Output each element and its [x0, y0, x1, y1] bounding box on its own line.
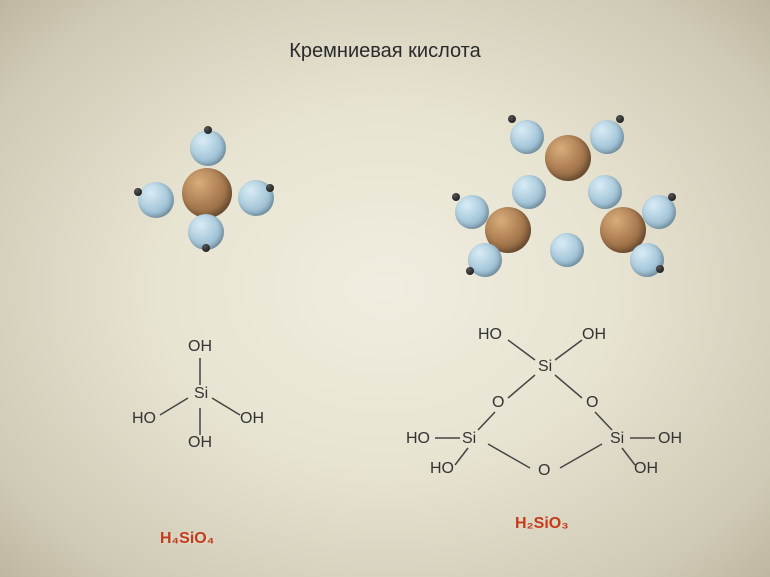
oh-bottom: OH	[188, 434, 212, 452]
model-h2sio3	[450, 115, 690, 315]
si-bl: Si	[462, 430, 476, 448]
structural-h2sio3: HO OH Si O O HO Si Si OH HO O OH	[400, 320, 700, 500]
ho-left: HO	[132, 410, 156, 428]
ho-bl2: HO	[430, 460, 454, 478]
oh-top: OH	[188, 338, 212, 356]
model-h4sio4	[120, 130, 300, 290]
ho-bl: HO	[406, 430, 430, 448]
o-bottom: O	[538, 462, 550, 480]
oh-right: OH	[240, 410, 264, 428]
formula-h2sio3: H₂SiO₃	[515, 515, 569, 533]
si-br: Si	[610, 430, 624, 448]
slide-title: Кремниевая кислота	[289, 40, 480, 63]
structural-h4sio4: OH Si HO OH OH	[110, 330, 290, 480]
oh-br: OH	[658, 430, 682, 448]
si-center: Si	[194, 385, 208, 403]
o-left: O	[492, 394, 504, 412]
oh-tr: OH	[582, 326, 606, 344]
formula-h4sio4: H₄SiO₄	[160, 530, 214, 548]
o-right: O	[586, 394, 598, 412]
ho-tl: HO	[478, 326, 502, 344]
si-top: Si	[538, 358, 552, 376]
oh-br2: OH	[634, 460, 658, 478]
